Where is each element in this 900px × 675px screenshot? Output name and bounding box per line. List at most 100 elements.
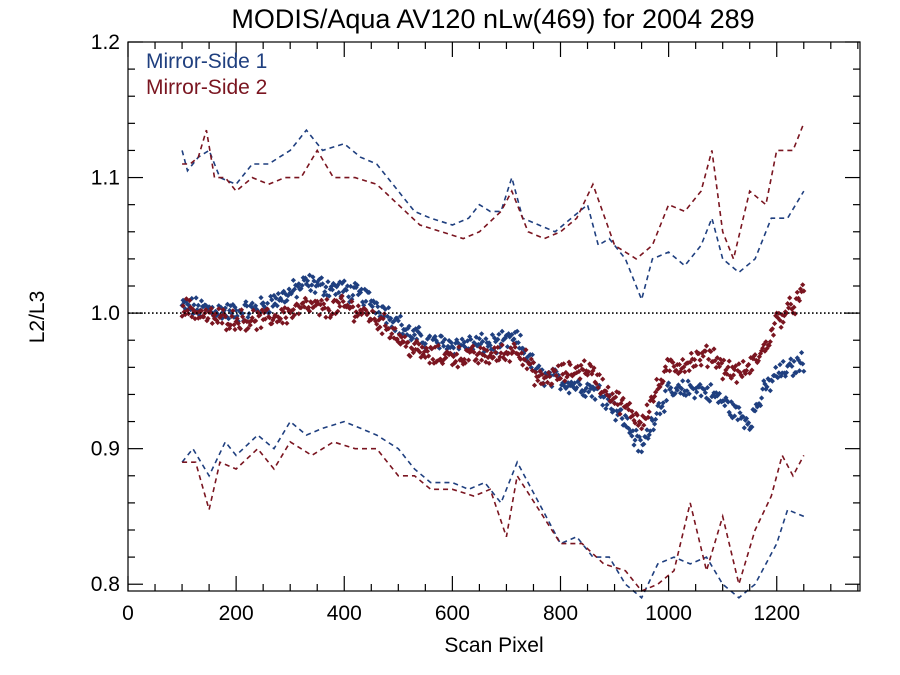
series-1-point — [293, 282, 299, 288]
series-2-point — [494, 358, 500, 364]
series-1-point — [633, 427, 639, 433]
series-1-point — [274, 303, 280, 309]
series-1-point — [411, 332, 418, 338]
series-1-point — [400, 331, 406, 337]
series-1-point — [674, 387, 680, 393]
series-2-point — [214, 317, 220, 323]
series-2-point — [205, 315, 211, 322]
series-2-point — [516, 354, 522, 360]
series-2-point — [627, 400, 633, 406]
series-1-point — [586, 389, 592, 395]
series-1-point — [373, 310, 379, 316]
series-2-point — [766, 342, 772, 348]
series-2-point — [647, 398, 653, 404]
series-2-point — [561, 361, 567, 367]
series-2-point — [453, 358, 459, 365]
series-1-point — [654, 410, 660, 417]
series-1-point — [447, 345, 453, 351]
series-1-point — [436, 345, 442, 351]
series-1-point — [630, 428, 636, 434]
series-1-point — [489, 332, 495, 338]
series-2-point — [747, 370, 753, 376]
series-1-point — [516, 345, 522, 351]
series-1-point — [191, 302, 197, 308]
series-1-point — [655, 403, 661, 409]
series-2-point — [454, 351, 460, 357]
series-1-point — [358, 286, 365, 292]
series-2-point — [188, 304, 194, 310]
series-2-point — [419, 344, 425, 350]
series-1-point — [701, 387, 707, 393]
series-1-point — [270, 303, 276, 309]
series-1-point — [418, 332, 424, 338]
series-2-point — [535, 378, 541, 384]
series-2-point — [767, 339, 773, 345]
series-1-point — [485, 343, 491, 349]
series-2-point — [321, 301, 327, 307]
series-2-point — [506, 350, 512, 356]
series-1-point — [299, 282, 305, 289]
series-1-point — [777, 362, 783, 368]
series-1-point — [769, 378, 775, 384]
series-1-point — [495, 336, 501, 342]
series-2-point — [528, 356, 534, 362]
series-2-point — [786, 305, 792, 311]
series-2-point — [626, 407, 632, 413]
series-1-point — [341, 278, 347, 284]
series-2-point — [179, 313, 185, 319]
series-2-point — [641, 422, 647, 428]
series-1-point — [800, 361, 806, 367]
series-1-point — [652, 421, 658, 427]
series-2-point — [777, 317, 783, 323]
series-2-point — [632, 420, 638, 426]
series-2-point — [569, 373, 575, 379]
series-2-point — [283, 315, 289, 321]
series-2-point — [680, 356, 686, 363]
series-2-point — [243, 327, 249, 333]
series-2-point — [488, 350, 494, 356]
series-1-point — [577, 382, 583, 388]
series-2-point — [534, 374, 540, 380]
series-2-point — [703, 343, 710, 349]
series-1-point — [395, 318, 401, 324]
series-2-point — [583, 368, 589, 374]
series-1-point — [637, 437, 644, 443]
series-2-point — [591, 365, 597, 371]
series-1-point — [776, 370, 782, 376]
series-2-point — [595, 384, 601, 391]
series-1-point — [727, 412, 733, 418]
series-2-point — [794, 289, 800, 295]
series-2-point — [471, 349, 477, 355]
series-2-point — [586, 369, 592, 375]
series-1-point — [242, 302, 248, 308]
series-1-point — [440, 339, 446, 345]
series-1-point — [663, 397, 670, 404]
series-1-point — [714, 393, 720, 399]
x-tick-label: 400 — [327, 602, 362, 625]
series-2-point — [734, 379, 740, 386]
series-1-point — [741, 425, 747, 431]
series-2-point — [301, 304, 307, 310]
series-2-point — [456, 344, 462, 350]
series-1-point — [599, 393, 605, 399]
series-1-point — [679, 386, 685, 392]
series-2-point — [662, 364, 668, 370]
series-1-point — [468, 336, 474, 342]
series-1-point — [646, 432, 652, 438]
series-2-point — [646, 409, 652, 415]
series-2-point — [226, 321, 232, 327]
series-2-point — [350, 304, 356, 310]
series-1-point — [551, 372, 557, 378]
series-1-point — [453, 340, 459, 346]
series-1-point — [790, 373, 796, 379]
series-1-point — [801, 368, 807, 374]
series-2-point — [702, 348, 708, 354]
series-2-point — [640, 413, 646, 419]
series-1-point — [574, 385, 580, 391]
series-1-point — [782, 373, 788, 379]
series-2-point — [510, 348, 516, 354]
series-2-point — [277, 316, 284, 322]
series-2-point — [495, 344, 501, 350]
series-2-point — [697, 357, 703, 363]
series-1-point — [660, 400, 666, 406]
